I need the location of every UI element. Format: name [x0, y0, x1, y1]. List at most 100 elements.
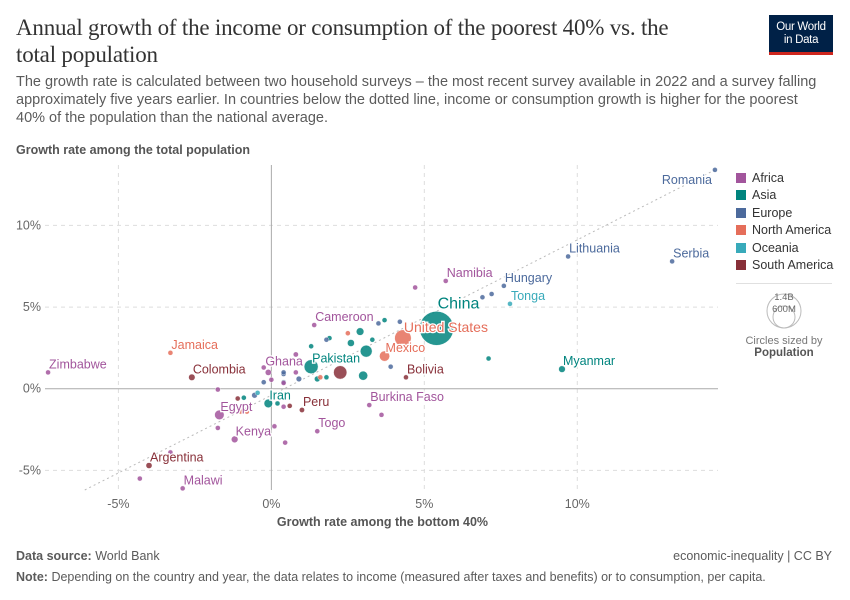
legend-item[interactable]: South America	[736, 257, 833, 275]
x-tick-label: -5%	[107, 497, 129, 511]
legend-swatch	[736, 242, 746, 253]
data-point[interactable]	[280, 404, 287, 410]
data-point-colombia[interactable]	[188, 373, 196, 381]
data-point[interactable]	[295, 375, 302, 382]
data-point[interactable]	[137, 475, 143, 482]
point-label: Burkina Faso	[370, 390, 444, 404]
data-point[interactable]	[485, 355, 492, 362]
data-point[interactable]	[397, 319, 403, 325]
data-point[interactable]	[360, 345, 373, 358]
data-point-bolivia[interactable]	[403, 374, 409, 381]
legend-label: Oceania	[752, 240, 799, 255]
data-point-cameroon[interactable]	[311, 322, 317, 328]
data-point[interactable]	[333, 365, 348, 380]
data-point[interactable]	[347, 339, 355, 347]
data-point[interactable]	[261, 379, 267, 385]
legend-label: South America	[752, 258, 834, 273]
data-point[interactable]	[280, 369, 287, 376]
data-point[interactable]	[282, 439, 288, 446]
data-point-togo[interactable]	[314, 428, 320, 434]
size-legend-large-label: 1.4B	[774, 292, 794, 303]
data-point[interactable]	[293, 369, 299, 376]
data-point[interactable]	[412, 284, 418, 291]
data-point[interactable]	[356, 327, 365, 336]
point-label: Romania	[662, 173, 712, 187]
source-value[interactable]: World Bank	[95, 549, 160, 563]
legend-label: Africa	[752, 170, 784, 185]
data-point[interactable]	[308, 343, 314, 349]
data-point[interactable]	[358, 370, 368, 381]
legend-item[interactable]: Europe	[736, 204, 833, 222]
data-point-namibia[interactable]	[443, 278, 449, 284]
data-point-hungary[interactable]	[501, 283, 507, 289]
data-point-serbia[interactable]	[669, 258, 675, 265]
data-point[interactable]	[381, 317, 388, 323]
legend-item[interactable]: Africa	[736, 169, 833, 187]
data-point[interactable]	[241, 395, 247, 401]
data-point[interactable]	[215, 425, 221, 431]
size-legend-title: Circles sized by	[745, 335, 823, 347]
point-label: Pakistan	[312, 352, 360, 366]
data-point[interactable]	[323, 374, 330, 381]
data-point[interactable]	[323, 337, 330, 343]
data-point-jamaica[interactable]	[167, 350, 174, 356]
data-point-malawi[interactable]	[179, 485, 186, 492]
data-point[interactable]	[235, 395, 241, 402]
size-legend: 1.4B 600M Circles sized by Population	[736, 283, 832, 359]
point-label: Argentina	[150, 451, 204, 465]
data-point[interactable]	[268, 377, 275, 383]
data-point[interactable]	[238, 408, 244, 415]
data-point-argentina[interactable]	[145, 462, 153, 469]
data-point[interactable]	[488, 291, 495, 297]
data-point[interactable]	[244, 408, 250, 415]
data-point[interactable]	[287, 403, 293, 409]
data-point[interactable]	[387, 363, 394, 370]
data-point-iran[interactable]	[263, 398, 273, 408]
data-point[interactable]	[378, 412, 385, 418]
data-point[interactable]	[274, 400, 281, 407]
data-point-romania[interactable]	[712, 167, 718, 173]
legend-label: Europe	[752, 205, 793, 220]
data-point[interactable]	[345, 330, 351, 336]
data-point-burkina-faso[interactable]	[366, 402, 372, 408]
data-point[interactable]	[215, 386, 221, 393]
data-point-china[interactable]	[419, 311, 454, 346]
license[interactable]: economic-inequality | CC BY	[673, 549, 832, 563]
data-point-zimbabwe[interactable]	[45, 369, 51, 376]
data-point[interactable]	[280, 380, 287, 386]
data-point-egypt[interactable]	[214, 409, 225, 420]
owid-logo[interactable]: Our World in Data	[769, 15, 833, 55]
y-axis-label: Growth rate among the total population	[16, 143, 251, 157]
data-point[interactable]	[261, 364, 267, 371]
data-point-peru[interactable]	[299, 407, 305, 413]
legend-swatch	[736, 207, 746, 218]
data-point[interactable]	[375, 320, 382, 327]
data-point[interactable]	[167, 449, 174, 456]
data-point-pakistan[interactable]	[303, 359, 319, 374]
note-label: Note:	[16, 570, 48, 584]
data-point-ghana[interactable]	[293, 351, 299, 358]
data-point-mexico[interactable]	[379, 350, 390, 362]
size-legend-variable: Population	[754, 347, 814, 359]
data-point[interactable]	[271, 423, 278, 430]
data-point-kenya[interactable]	[231, 435, 239, 443]
data-point-united-states[interactable]	[394, 329, 412, 347]
chart-title: Annual growth of the income or consumpti…	[16, 15, 669, 67]
point-label: Myanmar	[563, 354, 615, 368]
data-point[interactable]	[479, 294, 486, 300]
data-point[interactable]	[254, 390, 261, 396]
legend-label: Asia	[752, 188, 777, 203]
data-point[interactable]	[317, 374, 324, 381]
data-point-myanmar[interactable]	[558, 365, 566, 373]
size-legend-circles: 1.4B 600M	[766, 292, 802, 329]
data-point[interactable]	[369, 337, 376, 343]
legend-item[interactable]: Oceania	[736, 239, 833, 257]
data-point-tonga[interactable]	[507, 301, 513, 307]
data-point-lithuania[interactable]	[565, 253, 571, 260]
legend-item[interactable]: Asia	[736, 187, 833, 205]
point-label: Cameroon	[315, 310, 373, 324]
legend-item[interactable]: North America	[736, 222, 833, 240]
point-label: Jamaica	[171, 338, 218, 352]
data-point[interactable]	[265, 369, 272, 376]
